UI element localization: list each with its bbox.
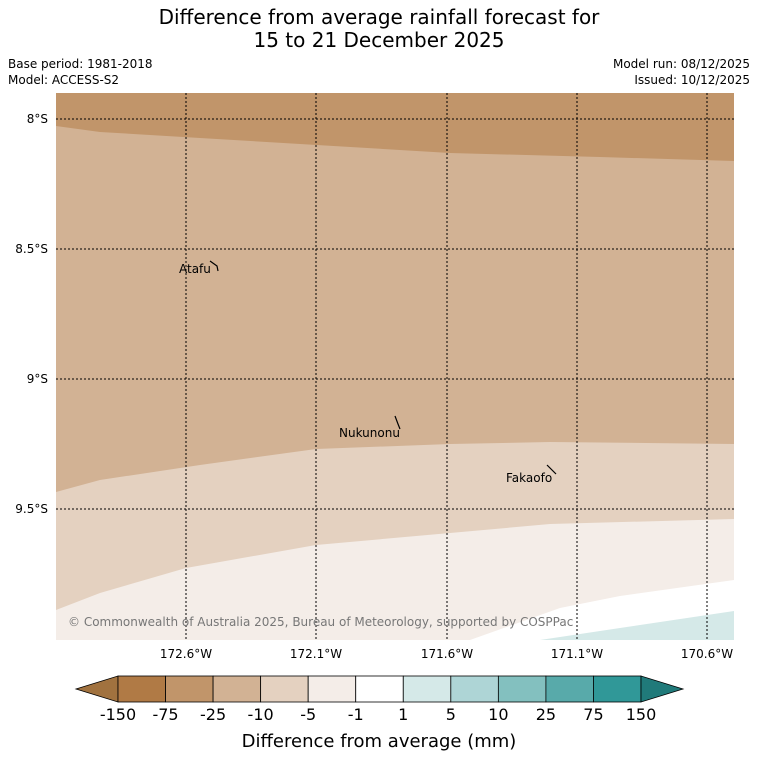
lon-label-170-6: 170.6°W [681,647,733,661]
colorbar-swatch [450,675,499,703]
place-label-nukunonu: Nukunonu [339,426,400,440]
copyright-notice: © Commonwealth of Australia 2025, Bureau… [68,615,573,629]
colorbar-swatch [355,675,404,703]
lon-label-172-1: 172.1°W [290,647,342,661]
colorbar-tick-label: 75 [583,705,604,724]
place-label-atafu: Atafu [179,262,211,276]
colorbar-swatch [545,675,594,703]
colorbar-swatch [117,675,166,703]
model-run: Model run: 08/12/2025 [612,57,750,71]
chart-title-line1: Difference from average rainfall forecas… [158,5,600,29]
lon-label-172-6: 172.6°W [160,647,212,661]
model-name: Model: ACCESS-S2 [8,73,120,87]
colorbar-tick-label: 10 [488,705,509,724]
colorbar-tick-label: -10 [247,705,274,724]
colorbar-tick-label: -25 [200,705,227,724]
colorbar-tick-label: 5 [445,705,456,724]
base-period: Base period: 1981-2018 [8,57,153,71]
island-atafu-icon [209,260,219,272]
colorbar-tick-label: -75 [152,705,179,724]
colorbar-tick-label: 150 [625,705,657,724]
colorbar-title: Difference from average (mm) [241,731,517,752]
lat-label-9-5: 9.5°S [15,502,48,516]
colorbar-swatch [307,675,357,703]
lat-label-9: 9°S [27,372,48,386]
colorbar-swatch [212,675,262,703]
place-label-fakaofo: Fakaofo [506,471,552,485]
colorbar-swatch [260,675,309,703]
lon-label-171-1: 171.1°W [551,647,603,661]
colorbar [74,675,685,703]
colorbar-tick-label: 25 [535,705,557,724]
island-nukunonu-icon [394,415,401,430]
colorbar-tick-label: 1 [398,705,409,724]
lon-label-171-6: 171.6°W [421,647,473,661]
colorbar-swatch [165,675,214,703]
lat-label-8: 8°S [27,112,48,126]
colorbar-tick-label: -150 [99,705,137,724]
colorbar-swatch [497,675,547,703]
gridlines [56,93,734,640]
colorbar-extend-high [640,675,685,703]
colorbar-swatch [402,675,452,703]
colorbar-extend-low [74,675,119,703]
colorbar-swatch [593,675,642,703]
island-fakaofo-icon [546,464,557,475]
map-band-teal [540,611,734,640]
lat-label-8-5: 8.5°S [15,242,48,256]
chart-title-line2: 15 to 21 December 2025 [253,28,505,52]
colorbar-tick-label: -1 [347,705,364,724]
colorbar-tick-label: -5 [300,705,317,724]
issued-date: Issued: 10/12/2025 [634,73,750,87]
